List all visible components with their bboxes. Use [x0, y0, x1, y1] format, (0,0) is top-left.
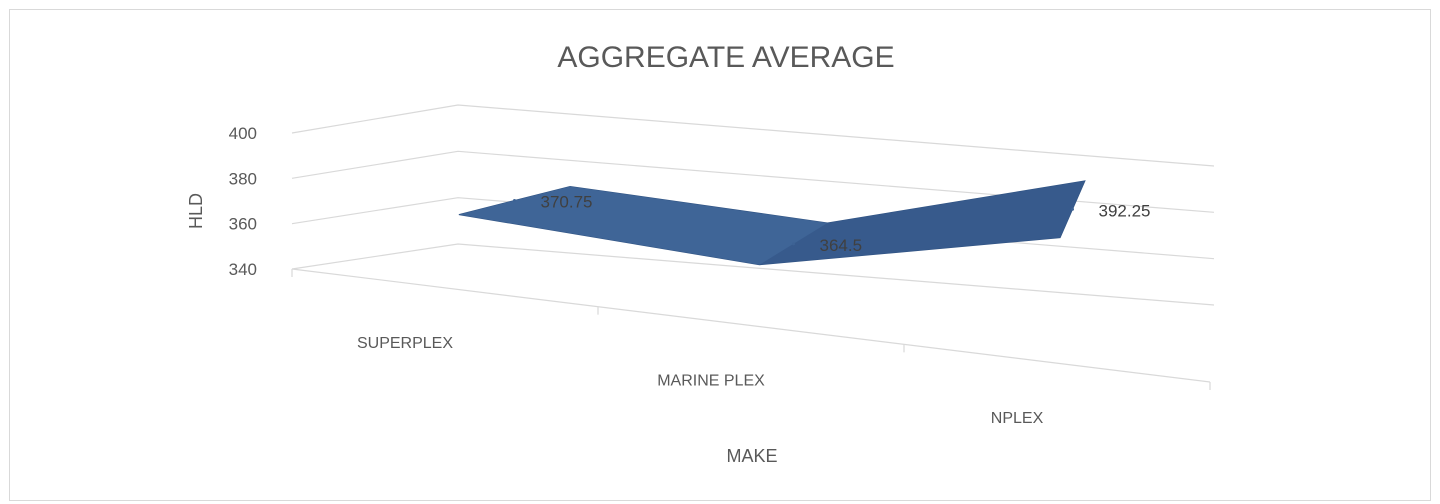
chart-title: AGGREGATE AVERAGE: [557, 41, 894, 74]
gridline: [292, 105, 1214, 166]
x-axis-line: [292, 269, 1210, 382]
data-point: [1071, 208, 1074, 211]
data-label: 370.75: [541, 193, 593, 212]
series-segment: [459, 186, 828, 264]
y-tick-labels: 340 360 380 400: [229, 124, 257, 279]
data-point: [513, 199, 516, 202]
category-label: SUPERPLEX: [357, 335, 453, 352]
gridlines: [292, 105, 1214, 305]
y-tick-label: 340: [229, 260, 257, 279]
x-axis-title: MAKE: [726, 446, 777, 466]
y-tick-label: 400: [229, 124, 257, 143]
data-label: 392.25: [1099, 201, 1151, 220]
y-tick-label: 380: [229, 169, 257, 188]
data-point: [792, 242, 795, 245]
category-label: MARINE PLEX: [657, 373, 765, 390]
data-label: 364.5: [820, 236, 863, 255]
y-tick-label: 360: [229, 215, 257, 234]
y-axis-title: HLD: [186, 193, 206, 229]
category-label: NPLEX: [991, 410, 1044, 427]
